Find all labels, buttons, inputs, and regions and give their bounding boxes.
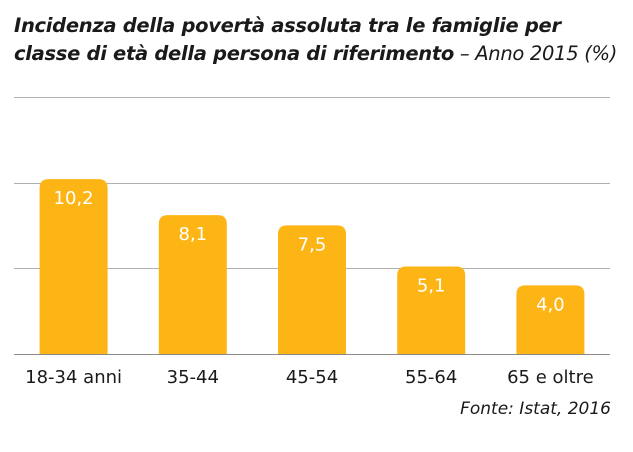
- x-axis: 18-34 anni 35-44 45-54 55-64 65 e oltre: [14, 354, 610, 388]
- bar-value-label: 8,1: [178, 224, 207, 245]
- source-note: Fonte: Istat, 2016: [460, 399, 611, 419]
- chart-title: Incidenza della povertà assoluta tra le …: [14, 12, 619, 68]
- value-labels: 10,2 8,1 7,5 5,1 4,0: [54, 188, 565, 315]
- bar-value-label: 10,2: [54, 188, 94, 209]
- x-tick-label: 18-34 anni: [25, 367, 122, 388]
- bar-value-label: 7,5: [298, 234, 327, 255]
- x-tick-label: 65 e oltre: [507, 367, 594, 388]
- x-tick-label: 55-64: [405, 367, 457, 388]
- bar-35-44: [158, 215, 227, 354]
- chart-title-suffix: – Anno 2015 (%): [453, 42, 618, 65]
- bar-value-label: 5,1: [417, 276, 446, 297]
- chart-title-main: Incidenza della povertà assoluta tra le …: [14, 14, 561, 65]
- x-tick-label: 35-44: [167, 367, 219, 388]
- bar-45-54: [278, 225, 346, 354]
- bar-65-e-oltre: [516, 285, 585, 354]
- x-tick-label: 45-54: [286, 367, 338, 388]
- bar-55-64: [397, 266, 466, 354]
- bars: [39, 179, 585, 354]
- bar-value-label: 4,0: [536, 294, 565, 315]
- bar-18-34-anni: [39, 179, 108, 354]
